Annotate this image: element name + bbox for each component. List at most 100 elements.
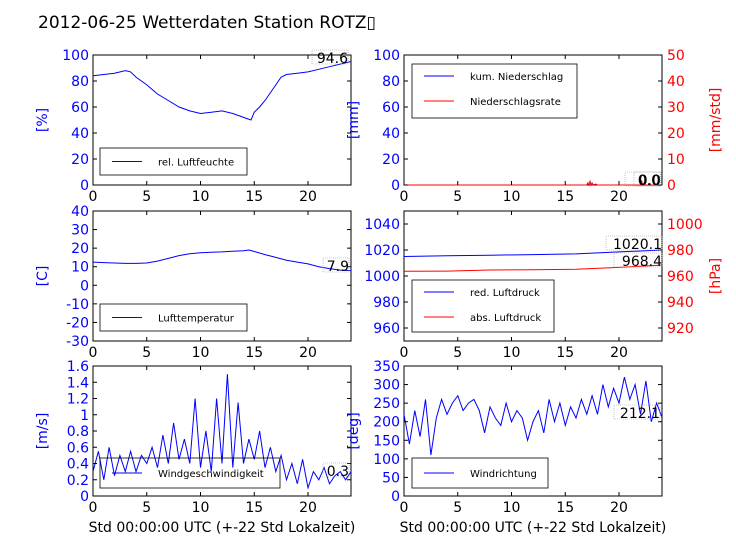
y-tick-label-right: 920 bbox=[667, 321, 694, 337]
plot-frame bbox=[92, 210, 352, 342]
y-axis-label: [deg] bbox=[346, 412, 362, 449]
y-axis-label-right: [mm/std] bbox=[708, 88, 724, 153]
last-value-box bbox=[311, 49, 349, 65]
y-tick-label: 50 bbox=[382, 470, 400, 486]
y-tick-label: 0.4 bbox=[67, 457, 89, 473]
y-tick-label: 1 bbox=[80, 408, 89, 424]
x-tick-label: 0 bbox=[400, 500, 409, 516]
series-line-2 bbox=[404, 180, 662, 187]
x-tick-label: 20 bbox=[610, 500, 628, 516]
series-line-1 bbox=[92, 61, 352, 121]
x-tick-label: 20 bbox=[299, 189, 317, 205]
x-tick-label: 0 bbox=[89, 500, 98, 516]
x-tick-label: 5 bbox=[453, 500, 462, 516]
y-tick-label: 1040 bbox=[364, 217, 400, 233]
y-axis-label-right: [hPa] bbox=[708, 258, 724, 294]
y-tick-label: 0 bbox=[391, 178, 400, 194]
y-tick-label: 1.4 bbox=[67, 375, 89, 391]
x-tick-label: 15 bbox=[245, 189, 263, 205]
x-axis-label-left: Std 00:00:00 UTC (+-22 Std Lokalzeit) bbox=[89, 520, 356, 536]
y-tick-label-right: 980 bbox=[667, 243, 694, 259]
y-tick-label-right: 940 bbox=[667, 295, 694, 311]
y-tick-label: 980 bbox=[373, 295, 400, 311]
y-tick-label: 300 bbox=[373, 378, 400, 394]
x-tick-label: 15 bbox=[245, 345, 263, 361]
x-axis-label-right: Std 00:00:00 UTC (+-22 Std Lokalzeit) bbox=[400, 520, 667, 536]
y-tick-label-right: 20 bbox=[667, 126, 685, 142]
legend-label: Lufttemperatur bbox=[158, 314, 235, 325]
last-value-label: 0.0 bbox=[638, 173, 660, 189]
plot-frame bbox=[403, 54, 663, 186]
chart-panel-6: 0 5 10 15 20050100150200250300350[deg]Windri… bbox=[346, 359, 663, 516]
legend-label: kum. Niederschlag bbox=[470, 72, 563, 83]
x-tick-label: 15 bbox=[556, 189, 574, 205]
y-tick-label: 0.2 bbox=[67, 473, 89, 489]
y-tick-label: 100 bbox=[373, 48, 400, 64]
legend-label: Windgeschwindigkeit bbox=[158, 469, 264, 480]
y-tick-label: 0 bbox=[80, 278, 89, 294]
y-tick-label: -30 bbox=[66, 334, 89, 350]
y-tick-label-right: 1000 bbox=[667, 217, 703, 233]
y-tick-label: 80 bbox=[382, 74, 400, 90]
series-line-2 bbox=[403, 264, 663, 272]
legend-box bbox=[411, 63, 578, 119]
last-value-box bbox=[613, 404, 661, 420]
legend-box bbox=[99, 147, 248, 176]
y-tick-label: 250 bbox=[373, 396, 400, 412]
x-tick-label: 5 bbox=[142, 345, 151, 361]
last-value-box bbox=[322, 462, 350, 478]
y-tick-label: 0 bbox=[80, 489, 89, 505]
y-tick-label: -10 bbox=[66, 297, 89, 313]
x-tick-label: 20 bbox=[610, 189, 628, 205]
x-tick-label: 10 bbox=[192, 189, 210, 205]
x-tick-label: 15 bbox=[245, 500, 263, 516]
legend-label: rel. Luftfeuchte bbox=[158, 158, 234, 169]
x-tick-label: 10 bbox=[503, 345, 521, 361]
chart-panel-5: 0 5 10 15 20 00.20.40.60.811.21.41.6 [m/s] Wind… bbox=[35, 359, 352, 516]
y-tick-label: 350 bbox=[373, 359, 400, 375]
chart-panel-1: 0 5 10 15 20 0 20 40 60 80 100 [%] rel. Luftfeuchte 9… bbox=[35, 48, 352, 205]
x-tick-label: 0 bbox=[400, 345, 409, 361]
y-tick-label: 40 bbox=[382, 126, 400, 142]
x-tick-label: 5 bbox=[142, 500, 151, 516]
legend-box bbox=[411, 279, 555, 333]
y-tick-label: 150 bbox=[373, 433, 400, 449]
y-tick-label-right: 50 bbox=[667, 48, 685, 64]
last-value-label: 94.6 bbox=[317, 51, 348, 67]
y-axis-label: [m/s] bbox=[35, 413, 51, 450]
series-line-1 bbox=[403, 249, 663, 257]
legend-box bbox=[99, 303, 248, 332]
x-tick-label: 0 bbox=[89, 345, 98, 361]
chart-panel-4: 0 5 10 15 20 960 980 1000 1020 1040 920 940 960 980 10… bbox=[364, 210, 724, 361]
y-tick-label: 960 bbox=[373, 321, 400, 337]
x-tick-label: 0 bbox=[400, 189, 409, 205]
x-tick-label: 20 bbox=[610, 345, 628, 361]
y-tick-label: 60 bbox=[382, 100, 400, 116]
last-value-label: 968.4 bbox=[622, 254, 662, 270]
y-axis-label: [%] bbox=[35, 108, 51, 132]
legend-label: Niederschlagsrate bbox=[470, 97, 561, 108]
legend-label: Windrichtung bbox=[470, 469, 537, 480]
series-line-1 bbox=[92, 374, 352, 490]
y-tick-label: 1000 bbox=[364, 269, 400, 285]
legend-label: abs. Luftdruck bbox=[470, 313, 541, 324]
x-tick-label: 5 bbox=[142, 189, 151, 205]
y-tick-label: 100 bbox=[373, 452, 400, 468]
last-value-label: 1020.1 bbox=[613, 237, 662, 253]
y-tick-label: 1.6 bbox=[67, 359, 89, 375]
y-tick-label-right: 960 bbox=[667, 269, 694, 285]
x-tick-label: 15 bbox=[556, 345, 574, 361]
legend-box bbox=[99, 457, 281, 489]
figure-title: 2012-06-25 Wetterdaten Station ROTZ▯ bbox=[38, 13, 376, 33]
y-tick-label: 40 bbox=[71, 126, 89, 142]
x-tick-label: 0 bbox=[89, 189, 98, 205]
x-tick-label: 10 bbox=[503, 500, 521, 516]
y-tick-label: 30 bbox=[71, 223, 89, 239]
y-tick-label-right: 10 bbox=[667, 152, 685, 168]
y-tick-label: 10 bbox=[71, 260, 89, 276]
last-value-box bbox=[322, 257, 350, 273]
chart-panel-3: 0 5 10 15 20 -30 -20 -10 0 10 20 30 40 [C] Lufttempera… bbox=[35, 204, 352, 361]
y-tick-label: 0.6 bbox=[67, 440, 89, 456]
